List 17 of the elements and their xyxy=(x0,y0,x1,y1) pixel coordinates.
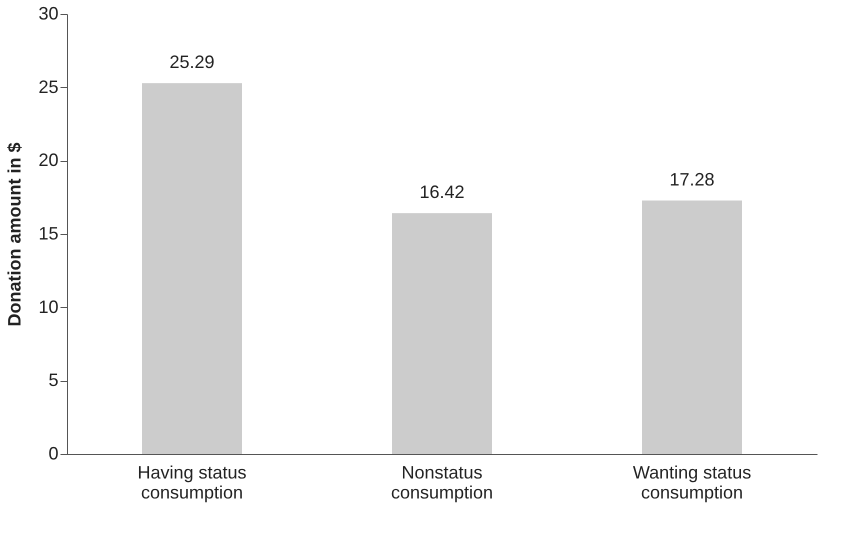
y-axis-title: Donation amount in $ xyxy=(4,142,24,326)
data-label: 16.42 xyxy=(419,182,465,202)
bar xyxy=(142,83,242,454)
data-label: 17.28 xyxy=(669,170,715,190)
y-tick-label: 20 xyxy=(38,150,58,170)
y-tick-label: 0 xyxy=(48,444,58,464)
y-tick-label: 15 xyxy=(38,224,58,244)
x-tick-label: Wanting status consumption xyxy=(632,462,752,502)
bar xyxy=(642,200,742,454)
x-tick-label: Having status consumption xyxy=(137,462,247,502)
y-tick-label: 10 xyxy=(38,296,58,317)
y-tick-label: 5 xyxy=(48,370,58,390)
data-label: 25.29 xyxy=(169,52,215,72)
bar xyxy=(392,213,492,454)
y-tick-label: 30 xyxy=(38,4,58,24)
y-tick-label: 25 xyxy=(38,76,58,97)
x-tick-label: Nonstatus consumption xyxy=(390,462,494,502)
